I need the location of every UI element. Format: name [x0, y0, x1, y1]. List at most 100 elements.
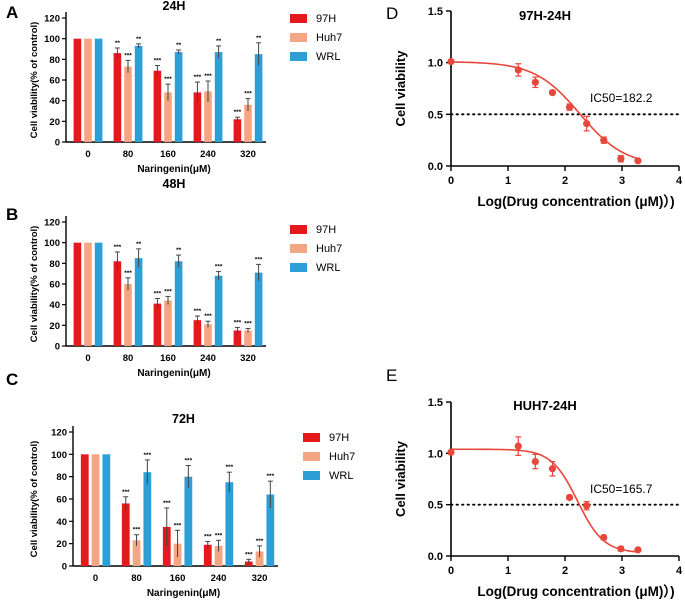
y-axis-label: Cell viability(% of control)	[29, 226, 40, 343]
x-tick-label: 240	[200, 149, 216, 160]
significance-label: ***	[133, 527, 141, 534]
chart-title: 48H	[163, 177, 186, 191]
significance-label: ***	[114, 244, 122, 251]
bar	[91, 454, 100, 566]
bar	[174, 261, 183, 346]
x-tick-label: 0	[93, 573, 98, 584]
bar	[203, 544, 212, 566]
legend-label: WRL	[316, 51, 340, 63]
y-tick-label: 20	[49, 117, 60, 128]
significance-label: ***	[234, 319, 242, 326]
data-point	[600, 533, 608, 542]
significance-label: ***	[154, 290, 162, 297]
y-tick-label: 120	[51, 428, 67, 439]
legend-label: WRL	[329, 470, 353, 482]
bar	[134, 45, 143, 142]
significance-label: ***	[204, 313, 212, 320]
x-tick-label: 320	[240, 149, 256, 160]
data-point	[514, 442, 522, 450]
bar	[266, 494, 275, 566]
bar	[214, 545, 223, 566]
bar	[225, 482, 234, 566]
y-tick-label: 1.0	[428, 448, 443, 460]
bar	[255, 551, 264, 566]
x-tick-label: 320	[240, 353, 256, 364]
bar	[214, 52, 223, 142]
significance-label: ***	[164, 76, 172, 83]
y-tick-label: 0	[55, 342, 60, 353]
bar	[153, 70, 162, 142]
y-tick-label: 60	[49, 76, 60, 87]
legend-swatch	[290, 244, 307, 253]
y-tick-label: 120	[44, 218, 60, 229]
bar	[94, 242, 103, 346]
x-tick-label: 80	[123, 353, 134, 364]
x-tick-label: 80	[123, 149, 134, 160]
dose-response-chart-e: E HUH7-24H 0.0 0.5 1.0 1.5 0 1 2 3 4 IC50=165.7 Log(…	[386, 366, 683, 599]
y-tick-label: 20	[56, 539, 67, 550]
y-tick-label: 40	[49, 96, 60, 107]
y-tick-label: 1.5	[428, 6, 443, 18]
significance-label: ***	[267, 473, 275, 480]
y-axis-label: Cell viability	[393, 50, 408, 127]
fit-curve	[450, 61, 639, 160]
data-point	[447, 58, 455, 66]
panel-letter: E	[386, 366, 397, 385]
significance-label: **	[176, 42, 182, 49]
x-tick-label: 1	[505, 565, 511, 577]
data-point	[617, 545, 625, 553]
x-tick-label: 0	[85, 149, 90, 160]
significance-label: ***	[244, 91, 252, 98]
x-tick-label: 1	[505, 175, 511, 187]
legend-label: WRL	[316, 262, 340, 274]
data-point	[617, 155, 625, 163]
data-point	[531, 457, 539, 466]
bar	[121, 503, 130, 566]
bar	[164, 300, 172, 346]
bar	[193, 320, 202, 346]
bar	[80, 454, 89, 566]
panel-letter: B	[6, 205, 18, 224]
bar	[124, 66, 132, 142]
y-tick-label: 0.0	[428, 161, 443, 173]
significance-label: ***	[144, 452, 152, 459]
significance-label: ***	[226, 464, 234, 471]
legend-swatch	[290, 14, 307, 23]
y-tick-label: 60	[56, 495, 67, 506]
bar	[143, 472, 152, 566]
x-tick-label: 3	[619, 565, 625, 577]
bar	[134, 258, 143, 346]
significance-label: ***	[194, 308, 202, 315]
data-point	[548, 89, 557, 97]
panel-letter: C	[6, 370, 18, 389]
x-tick-label: 160	[160, 353, 176, 364]
y-tick-label: 100	[44, 238, 60, 249]
significance-label: ***	[185, 458, 193, 465]
y-tick-label: 100	[44, 34, 60, 45]
x-tick-label: 4	[676, 565, 683, 577]
legend-swatch	[290, 52, 307, 61]
x-tick-label: 240	[211, 573, 227, 584]
data-point	[548, 465, 557, 473]
ic50-annotation: IC50=165.7	[590, 482, 653, 496]
bar	[214, 275, 223, 346]
bar	[73, 242, 82, 346]
x-tick-label: 4	[676, 175, 683, 187]
significance-label: **	[115, 40, 121, 47]
legend-swatch	[290, 263, 307, 272]
x-tick-label: 0	[448, 175, 454, 187]
data-point	[565, 103, 574, 111]
x-tick-label: 0	[85, 353, 90, 364]
bar	[73, 38, 82, 142]
data-point	[514, 66, 522, 74]
y-tick-label: 60	[49, 280, 60, 291]
y-axis-label: Cell viability(% of control)	[29, 441, 40, 558]
significance-label: ***	[256, 538, 264, 545]
significance-label: **	[216, 38, 222, 45]
chart-title: HUH7-24H	[513, 398, 577, 413]
x-tick-label: 320	[252, 573, 268, 584]
bar	[113, 53, 122, 143]
